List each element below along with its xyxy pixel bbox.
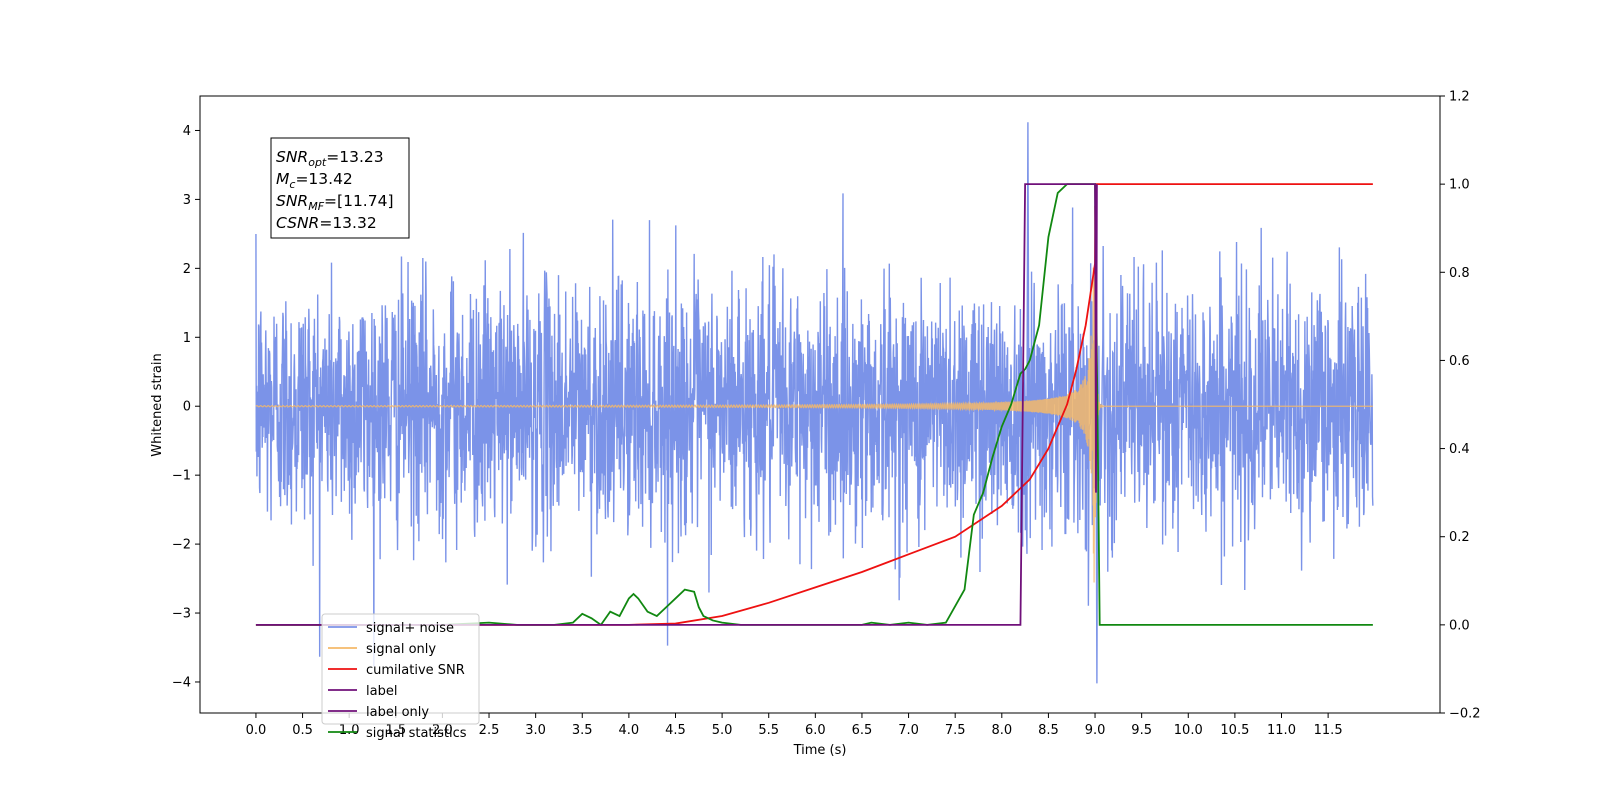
legend-frame xyxy=(321,613,480,725)
series-signal-only xyxy=(255,205,1373,583)
x-tick-label: 8.5 xyxy=(1038,723,1059,738)
y-tick-label: 1 xyxy=(183,331,191,346)
y-tick-label: 4 xyxy=(183,124,191,139)
legend: signal+ noise signal only cumilative SNR la… xyxy=(321,613,480,741)
y-axis-left: 4 3 2 1 0 −1 −2 −3 −4 xyxy=(172,124,200,690)
y2-tick-label: 1.2 xyxy=(1449,90,1470,105)
x-tick-label: 7.0 xyxy=(898,723,919,738)
x-tick-label: 9.5 xyxy=(1131,723,1152,738)
series-cumilative-snr xyxy=(255,183,1373,626)
y2-tick-label: 0.6 xyxy=(1449,354,1470,369)
y2-tick-label: 0.0 xyxy=(1449,618,1470,633)
x-tick-label: 6.0 xyxy=(805,723,826,738)
x-tick-label: 6.5 xyxy=(852,723,873,738)
legend-label: label xyxy=(366,684,397,699)
stats-annotation-box: SNRopt=13.23Mc=13.42SNRMF=[11.74]CSNR=13… xyxy=(270,137,410,239)
x-tick-label: 5.5 xyxy=(758,723,779,738)
x-tick-label: 11.5 xyxy=(1314,723,1343,738)
x-tick-label: 0.0 xyxy=(246,723,267,738)
y2-tick-label: −0.2 xyxy=(1449,707,1481,722)
x-axis: 0.0 0.5 1.0 1.5 2.0 2.5 3.0 3.5 4.0 4.5 5.0 5.5 6.0 6… xyxy=(246,713,1343,738)
x-tick-label: 3.5 xyxy=(572,723,593,738)
x-tick-label: 9.0 xyxy=(1085,723,1106,738)
y2-tick-label: 0.4 xyxy=(1449,442,1470,457)
series-signal-noise xyxy=(255,193,1374,667)
y2-tick-label: 1.0 xyxy=(1449,178,1470,193)
axes-frame xyxy=(199,95,1441,714)
x-axis-label: Time (s) xyxy=(793,743,847,758)
x-tick-label: 5.0 xyxy=(712,723,733,738)
legend-label: label only xyxy=(366,705,429,720)
annotation-line: SNRopt=13.23 xyxy=(276,148,384,169)
x-tick-label: 4.5 xyxy=(665,723,686,738)
y-tick-label: −2 xyxy=(172,538,191,553)
plot-area xyxy=(255,122,1374,684)
y-tick-label: 0 xyxy=(183,400,191,415)
x-tick-label: 1.5 xyxy=(385,723,406,738)
annotation-line: SNRMF=[11.74] xyxy=(276,192,394,213)
y-axis-right: 1.2 1.0 0.8 0.6 0.4 0.2 0.0 −0.2 xyxy=(1440,90,1481,722)
legend-label: signal+ noise xyxy=(366,621,454,636)
x-tick-label: 11.0 xyxy=(1267,723,1296,738)
annotation-box-frame xyxy=(270,137,410,239)
annotation-line: Mc=13.42 xyxy=(276,170,353,191)
y-tick-label: −3 xyxy=(172,607,191,622)
series-signal-noise-spike xyxy=(1026,122,1030,407)
series-label xyxy=(255,183,1098,626)
legend-label: cumilative SNR xyxy=(366,663,465,678)
y2-tick-label: 0.8 xyxy=(1449,266,1470,281)
x-tick-label: 2.0 xyxy=(432,723,453,738)
x-tick-label: 10.5 xyxy=(1220,723,1249,738)
x-tick-label: 10.0 xyxy=(1174,723,1203,738)
y2-tick-label: 0.2 xyxy=(1449,530,1470,545)
x-tick-label: 4.0 xyxy=(619,723,640,738)
y-tick-label: −1 xyxy=(172,469,191,484)
x-tick-label: 0.5 xyxy=(292,723,313,738)
x-tick-label: 1.0 xyxy=(339,723,360,738)
x-tick-label: 8.0 xyxy=(991,723,1012,738)
y-tick-label: −4 xyxy=(172,675,191,690)
legend-label: signal only xyxy=(366,642,436,657)
annotation-line: CSNR=13.32 xyxy=(276,214,377,232)
y-tick-label: 2 xyxy=(183,262,191,277)
y-tick-label: 3 xyxy=(183,193,191,208)
x-tick-label: 2.5 xyxy=(479,723,500,738)
x-tick-label: 3.0 xyxy=(525,723,546,738)
y-axis-label: Whitened strain xyxy=(150,353,165,456)
legend-label: signal statistics xyxy=(366,726,467,741)
x-tick-label: 7.5 xyxy=(945,723,966,738)
